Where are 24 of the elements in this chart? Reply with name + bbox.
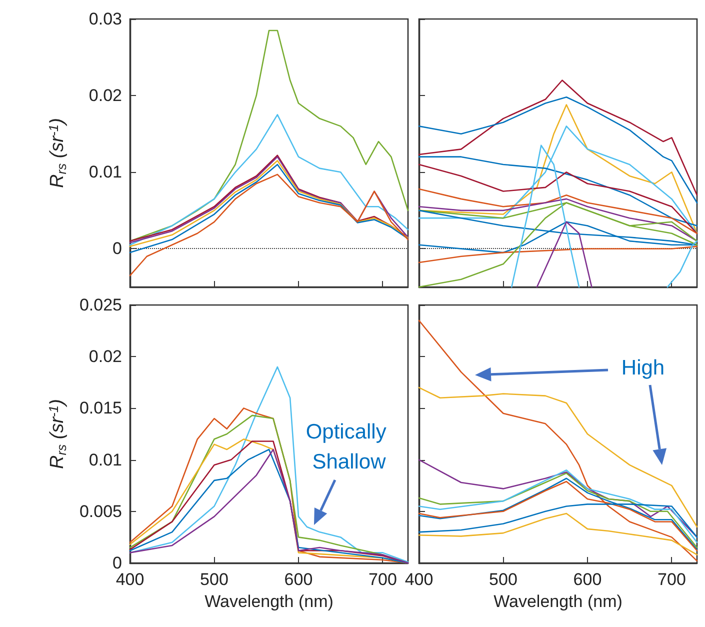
y-tick-label: 0.02 bbox=[88, 347, 122, 366]
y-tick-label: 0.005 bbox=[79, 502, 122, 521]
x-axis-title: Wavelength (nm) bbox=[494, 592, 622, 611]
y-axis-title: Rrs (sr-1) bbox=[46, 118, 69, 188]
x-tick-label: 400 bbox=[404, 570, 434, 589]
y-tick-label: 0 bbox=[112, 554, 122, 572]
y-tick-label: 0.01 bbox=[88, 162, 122, 182]
y-tick-label: 0.025 bbox=[79, 296, 122, 314]
x-tick-label: 700 bbox=[658, 570, 686, 589]
y-tick-label: 0 bbox=[112, 239, 122, 258]
x-tick-label: 500 bbox=[489, 570, 518, 589]
y-tick-label: 0.015 bbox=[79, 398, 122, 418]
y-tick-label: 0.03 bbox=[88, 10, 122, 28]
y-tick-label: 0.01 bbox=[88, 450, 122, 470]
annotation: High bbox=[621, 356, 665, 380]
x-tick-label: 600 bbox=[284, 570, 313, 589]
x-tick-label: 400 bbox=[116, 570, 144, 589]
x-tick-label: 600 bbox=[573, 570, 602, 589]
y-axis-title: Rrs (sr-1) bbox=[46, 399, 69, 469]
x-axis-title: Wavelength (nm) bbox=[204, 592, 334, 611]
y-tick-label: 0.02 bbox=[88, 86, 122, 106]
annotation: Optically Shallow bbox=[306, 420, 392, 474]
x-tick-label: 500 bbox=[200, 570, 228, 589]
x-tick-label: 700 bbox=[368, 570, 397, 589]
